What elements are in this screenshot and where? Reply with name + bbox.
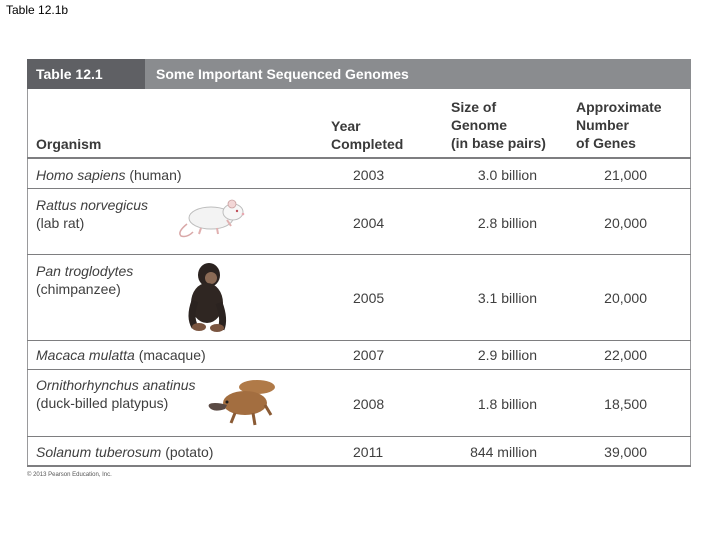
table-header-bar: Table 12.1 Some Important Sequenced Geno…: [27, 59, 691, 89]
row-human-genes: 21,000: [604, 167, 647, 183]
chimpanzee-icon: [188, 263, 227, 332]
row-rat-size: 2.8 billion: [477, 215, 537, 231]
table-left-border: [27, 59, 28, 467]
row-divider: [27, 188, 691, 189]
common-name: (lab rat): [36, 215, 85, 231]
row-potato-organism: Solanum tuberosum (potato): [36, 443, 213, 461]
row-potato-size: 844 million: [470, 444, 537, 460]
sci-name: Ornithorhynchus anatinus: [36, 377, 196, 393]
row-platypus-genes: 18,500: [604, 396, 647, 412]
col-header-size-line1: Size of: [451, 99, 497, 115]
table-bottom-rule: [27, 465, 691, 467]
col-header-year-line1: Year: [331, 118, 361, 134]
row-platypus-size: 1.8 billion: [477, 396, 537, 412]
row-macaque-size: 2.9 billion: [477, 347, 537, 363]
platypus-icon: [208, 380, 275, 426]
header-rule: [27, 157, 691, 159]
rat-icon: [179, 199, 245, 238]
col-header-genes-line2: Number: [576, 117, 629, 133]
common-name: (chimpanzee): [36, 281, 121, 297]
table-number: Table 12.1: [36, 66, 103, 82]
genome-table: Table 12.1 Some Important Sequenced Geno…: [27, 59, 691, 467]
row-chimp-size: 3.1 billion: [477, 290, 537, 306]
common-name: (macaque): [138, 347, 206, 363]
row-platypus-year: 2008: [353, 396, 385, 412]
slide-title: Table 12.1b: [6, 3, 69, 17]
row-potato-genes: 39,000: [604, 444, 647, 460]
row-chimp-organism: Pan troglodytes (chimpanzee): [36, 262, 133, 298]
sci-name: Macaca mulatta: [36, 347, 135, 363]
common-name: (human): [129, 167, 182, 183]
col-header-size-line3: (in base pairs): [451, 135, 546, 151]
row-chimp-year: 2005: [353, 290, 385, 306]
col-header-genes-line1: Approximate: [576, 99, 662, 115]
table-tag: Table 12.1: [27, 59, 145, 89]
col-header-year-line2: Completed: [331, 136, 404, 152]
row-macaque-organism: Macaca mulatta (macaque): [36, 346, 206, 364]
row-human-size: 3.0 billion: [477, 167, 537, 183]
sci-name: Solanum tuberosum: [36, 444, 162, 460]
row-macaque-genes: 22,000: [604, 347, 647, 363]
row-chimp-genes: 20,000: [604, 290, 647, 306]
sci-name: Pan troglodytes: [36, 263, 134, 279]
sci-name: Homo sapiens: [36, 167, 126, 183]
col-header-size: Size of Genome (in base pairs): [451, 98, 546, 152]
row-platypus-organism: Ornithorhynchus anatinus (duck-billed pl…: [36, 376, 196, 412]
row-divider: [27, 436, 691, 437]
col-header-organism: Organism: [36, 136, 102, 152]
row-human-organism: Homo sapiens (human): [36, 166, 182, 184]
sci-name: Rattus norvegicus: [36, 197, 149, 213]
row-potato-year: 2011: [353, 444, 384, 460]
row-divider: [27, 369, 691, 370]
row-divider: [27, 254, 691, 255]
col-header-genes: Approximate Number of Genes: [576, 98, 662, 152]
row-rat-genes: 20,000: [604, 215, 647, 231]
row-rat-organism: Rattus norvegicus (lab rat): [36, 196, 148, 232]
col-header-genes-line3: of Genes: [576, 135, 636, 151]
row-macaque-year: 2007: [353, 347, 385, 363]
col-header-year: Year Completed: [331, 117, 403, 153]
row-divider: [27, 340, 691, 341]
copyright-footer: © 2013 Pearson Education, Inc.: [27, 472, 112, 478]
table-title: Some Important Sequenced Genomes: [156, 66, 409, 82]
table-right-border: [690, 59, 691, 467]
common-name: (duck-billed platypus): [36, 395, 169, 411]
common-name: (potato): [165, 444, 214, 460]
col-header-size-line2: Genome: [451, 117, 508, 133]
row-rat-year: 2004: [353, 215, 385, 231]
row-human-year: 2003: [353, 167, 385, 183]
